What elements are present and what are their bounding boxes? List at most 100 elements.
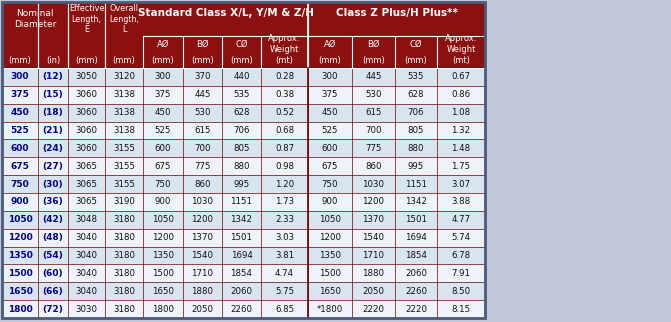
Text: 1342: 1342 [231, 215, 252, 224]
Text: CØ: CØ [236, 40, 248, 49]
Text: AØ: AØ [324, 40, 336, 49]
Text: 2050: 2050 [191, 305, 213, 314]
Text: Approx.
Weight: Approx. Weight [268, 34, 301, 54]
Text: 2050: 2050 [362, 287, 384, 296]
Text: 3.07: 3.07 [452, 180, 470, 189]
Text: 6.78: 6.78 [452, 251, 470, 260]
Text: 3060: 3060 [76, 90, 97, 99]
Text: 1342: 1342 [405, 197, 427, 206]
Text: 3.03: 3.03 [275, 233, 294, 242]
Text: 375: 375 [11, 90, 30, 99]
Text: 3.88: 3.88 [452, 197, 470, 206]
Text: 675: 675 [322, 162, 338, 171]
Text: 1350: 1350 [7, 251, 32, 260]
Text: Class Z Plus/H Plus**: Class Z Plus/H Plus** [336, 8, 458, 18]
Text: 3065: 3065 [76, 180, 97, 189]
Text: 3060: 3060 [76, 126, 97, 135]
Text: Effective
Length,
E: Effective Length, E [69, 4, 104, 34]
Text: (mm): (mm) [113, 55, 136, 64]
Text: (mm): (mm) [75, 55, 98, 64]
Text: 3050: 3050 [76, 72, 97, 81]
Text: 1370: 1370 [362, 215, 384, 224]
Text: 0.87: 0.87 [275, 144, 294, 153]
Text: 5.75: 5.75 [275, 287, 294, 296]
Text: 0.67: 0.67 [452, 72, 470, 81]
Text: 450: 450 [155, 108, 171, 117]
Text: 1694: 1694 [405, 233, 427, 242]
Bar [2, 264, 485, 282]
Text: 375: 375 [322, 90, 338, 99]
Text: 3190: 3190 [113, 197, 135, 206]
Text: (27): (27) [42, 162, 64, 171]
Text: 1710: 1710 [362, 251, 384, 260]
Text: 860: 860 [194, 180, 211, 189]
Text: 1350: 1350 [319, 251, 341, 260]
Text: (18): (18) [43, 108, 63, 117]
Text: 880: 880 [234, 162, 250, 171]
Bar [2, 139, 485, 157]
Text: 1854: 1854 [405, 251, 427, 260]
Text: 1880: 1880 [191, 287, 213, 296]
Text: 995: 995 [234, 180, 250, 189]
Text: 3120: 3120 [113, 72, 135, 81]
Text: (72): (72) [42, 305, 64, 314]
Text: 880: 880 [408, 144, 424, 153]
Text: 706: 706 [234, 126, 250, 135]
Text: (36): (36) [43, 197, 63, 206]
Text: (mm): (mm) [405, 55, 427, 64]
Text: 3155: 3155 [113, 180, 135, 189]
Text: 300: 300 [322, 72, 338, 81]
Text: 1501: 1501 [231, 233, 252, 242]
Text: (mt): (mt) [452, 55, 470, 64]
Text: (30): (30) [43, 180, 63, 189]
Text: 3138: 3138 [113, 108, 135, 117]
Text: 445: 445 [194, 90, 211, 99]
Text: 1854: 1854 [231, 269, 252, 278]
Text: 7.91: 7.91 [452, 269, 470, 278]
Text: 750: 750 [322, 180, 338, 189]
Text: AØ: AØ [157, 40, 169, 49]
Text: 3030: 3030 [76, 305, 97, 314]
Text: 775: 775 [365, 144, 382, 153]
Text: 628: 628 [408, 90, 424, 99]
Text: 1370: 1370 [191, 233, 213, 242]
Text: 3138: 3138 [113, 126, 135, 135]
Text: 2060: 2060 [405, 269, 427, 278]
Text: 1500: 1500 [152, 269, 174, 278]
Text: 628: 628 [234, 108, 250, 117]
Text: 3040: 3040 [76, 287, 97, 296]
Text: 3060: 3060 [76, 108, 97, 117]
Text: 1151: 1151 [231, 197, 252, 206]
Text: 525: 525 [155, 126, 171, 135]
Text: 1650: 1650 [152, 287, 174, 296]
Text: 900: 900 [11, 197, 30, 206]
Text: 3048: 3048 [76, 215, 97, 224]
Text: 525: 525 [322, 126, 338, 135]
Text: 1050: 1050 [319, 215, 341, 224]
Text: 0.86: 0.86 [452, 90, 470, 99]
Text: 3155: 3155 [113, 162, 135, 171]
Text: 4.74: 4.74 [275, 269, 294, 278]
Text: 450: 450 [11, 108, 30, 117]
Text: 1800: 1800 [7, 305, 32, 314]
Text: 3040: 3040 [76, 233, 97, 242]
Text: 3065: 3065 [76, 162, 97, 171]
Text: BØ: BØ [196, 40, 209, 49]
Text: 1800: 1800 [152, 305, 174, 314]
Text: 0.98: 0.98 [275, 162, 294, 171]
Text: 1.48: 1.48 [452, 144, 470, 153]
Text: 445: 445 [365, 72, 382, 81]
Text: 1710: 1710 [191, 269, 213, 278]
Bar [2, 2, 485, 318]
Text: 675: 675 [155, 162, 171, 171]
Text: Overall
Length,
L: Overall Length, L [109, 4, 139, 34]
Text: 1050: 1050 [7, 215, 32, 224]
Text: 3.81: 3.81 [275, 251, 294, 260]
Text: 1200: 1200 [152, 233, 174, 242]
Text: 450: 450 [322, 108, 338, 117]
Bar [2, 211, 485, 229]
Text: 750: 750 [11, 180, 30, 189]
Text: Standard Class X/L, Y/M & Z/H: Standard Class X/L, Y/M & Z/H [138, 8, 313, 18]
Text: 300: 300 [11, 72, 30, 81]
Text: 300: 300 [155, 72, 171, 81]
